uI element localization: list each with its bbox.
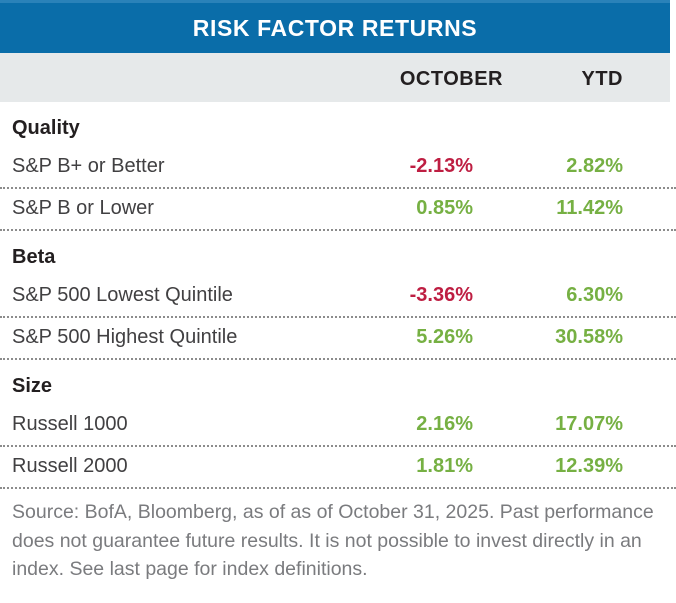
ytd-value: 17.07% [555,413,623,435]
ytd-value: 2.82% [566,155,623,177]
october-value: 5.26% [416,326,473,348]
row-label: Russell 1000 [12,413,128,435]
table-row: S&P B+ or Better -2.13% 2.82% [0,147,676,189]
ytd-value: 11.42% [556,197,623,219]
section-header: Size [12,375,53,397]
column-header-october: OCTOBER [399,68,503,90]
table-row: S&P 500 Highest Quintile 5.26% 30.58% [0,318,676,360]
column-header-ytd: YTD [581,68,623,90]
row-label: S&P 500 Lowest Quintile [12,284,233,306]
ytd-value: 30.58% [555,326,623,348]
section-beta: Beta S&P 500 Lowest Quintile -3.36% 6.30… [0,231,676,360]
section-header: Beta [12,246,56,268]
section-size: Size Russell 1000 2.16% 17.07% Russell 2… [0,360,676,489]
october-value: -2.13% [409,155,473,177]
source-note: Source: BofA, Bloomberg, as of as of Oct… [12,501,654,580]
section-header: Quality [12,117,80,139]
risk-factor-returns-table: RISK FACTOR RETURNS OCTOBER YTD Quality … [0,0,676,580]
ytd-value: 6.30% [566,284,623,306]
october-value: 0.85% [416,197,473,219]
table-title: RISK FACTOR RETURNS [192,14,478,41]
row-label: Russell 2000 [12,455,128,477]
row-label: S&P B+ or Better [12,155,165,177]
table-title-bar: RISK FACTOR RETURNS [0,0,670,53]
table-row: S&P B or Lower 0.85% 11.42% [0,189,676,231]
table-body: Quality S&P B+ or Better -2.13% 2.82% S&… [0,102,676,489]
table-row: Russell 2000 1.81% 12.39% [0,447,676,489]
table-row: S&P 500 Lowest Quintile -3.36% 6.30% [0,276,676,318]
ytd-value: 12.39% [555,455,623,477]
table-row: Russell 1000 2.16% 17.07% [0,405,676,447]
row-label: S&P B or Lower [12,197,154,219]
row-label: S&P 500 Highest Quintile [12,326,238,348]
column-header-row: OCTOBER YTD [0,53,670,102]
october-value: 2.16% [416,413,473,435]
october-value: 1.81% [416,455,473,477]
october-value: -3.36% [409,284,473,306]
section-quality: Quality S&P B+ or Better -2.13% 2.82% S&… [0,102,676,231]
